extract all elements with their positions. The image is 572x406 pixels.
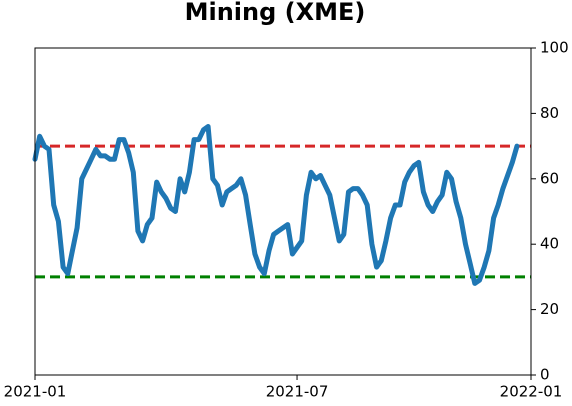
x-tick-label: 2021-01 bbox=[4, 383, 67, 401]
y-tick-label: 80 bbox=[540, 104, 559, 122]
x-tick-label: 2022-01 bbox=[500, 383, 563, 401]
x-tick-label: 2021-07 bbox=[266, 383, 329, 401]
line bbox=[32, 124, 520, 286]
y-tick-label: 100 bbox=[540, 39, 569, 57]
plot-frame bbox=[34, 47, 532, 376]
chart-title: Mining (XME) bbox=[185, 0, 366, 26]
y-tick-label: 0 bbox=[540, 366, 550, 384]
y-tick-label: 40 bbox=[540, 235, 559, 253]
y-tick-label: 60 bbox=[540, 169, 559, 187]
y-tick-label: 20 bbox=[540, 300, 559, 318]
